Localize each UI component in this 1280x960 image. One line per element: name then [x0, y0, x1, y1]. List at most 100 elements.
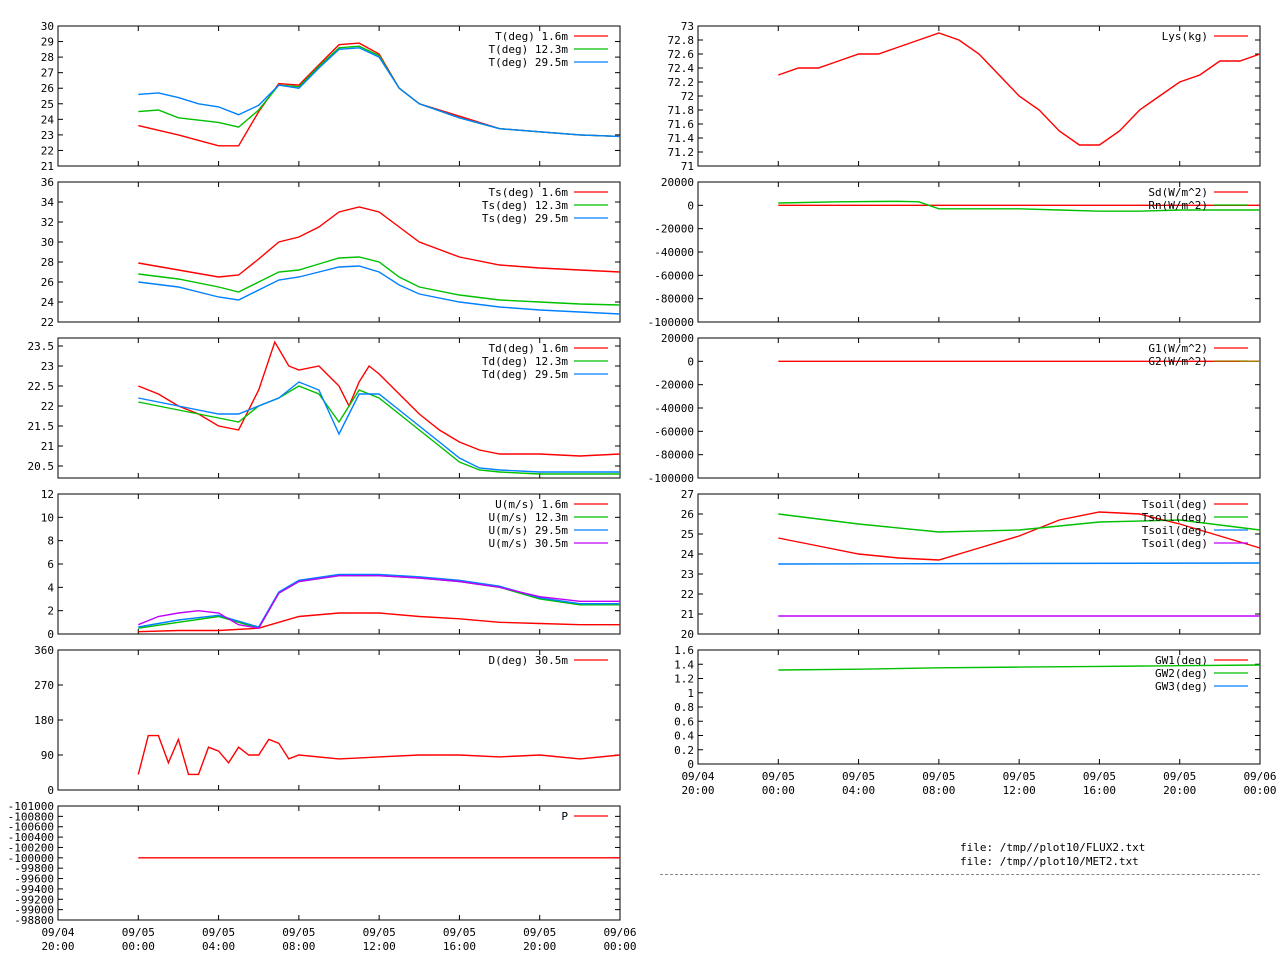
x-tick-label-date: 09/06: [1243, 770, 1276, 783]
y-tick-label: 71.4: [668, 132, 695, 145]
y-tick-label: 24: [41, 113, 55, 126]
panel-p: -101000-100800-100600-100400-100200-1000…: [8, 800, 637, 953]
x-tick-label-date: 09/05: [762, 770, 795, 783]
y-tick-label: 22.5: [28, 380, 55, 393]
y-tick-label: 0: [687, 355, 694, 368]
y-tick-label: 72.8: [668, 34, 695, 47]
plot-frame: [57, 181, 621, 323]
x-tick-label-date: 09/05: [842, 770, 875, 783]
x-tick-label-date: 09/05: [1003, 770, 1036, 783]
series-line: [138, 385, 620, 475]
legend-label: Td(deg) 12.3m: [482, 355, 568, 368]
y-tick-label: 22: [41, 400, 54, 413]
y-tick-label: 22: [41, 144, 54, 157]
series-line: [137, 734, 621, 776]
x-tick-label-time: 20:00: [681, 784, 714, 797]
x-tick-label-date: 09/05: [1083, 770, 1116, 783]
x-tick-label-time: 00:00: [762, 784, 795, 797]
y-tick-label: -99000: [14, 904, 54, 917]
y-tick-label: 90: [41, 749, 54, 762]
plot-frame: [697, 25, 1261, 167]
y-tick-label: 0: [687, 758, 694, 771]
y-tick-label: 29: [41, 36, 54, 49]
y-tick-label: 72: [681, 90, 694, 103]
y-tick-label: 6: [47, 558, 54, 571]
series-line: [138, 612, 620, 633]
y-tick-label: -60000: [654, 269, 694, 282]
y-tick-label: 26: [41, 276, 54, 289]
y-tick-label: -100600: [8, 821, 54, 834]
y-tick-label: 0.4: [674, 730, 694, 743]
series-line: [778, 200, 1260, 212]
series-line: [138, 575, 620, 629]
y-tick-label: 0.6: [674, 715, 694, 728]
y-tick-label: 1.2: [674, 673, 694, 686]
file-label-flux: file: /tmp//plot10/FLUX2.txt: [960, 841, 1146, 854]
y-tick-label: 360: [34, 644, 54, 657]
y-tick-label: 71.6: [668, 118, 695, 131]
y-tick-label: 71: [681, 160, 694, 173]
series-line: [138, 256, 621, 306]
y-tick-label: -100000: [648, 472, 694, 485]
plot-frame: [697, 493, 1261, 635]
y-tick-label: 27: [681, 488, 694, 501]
x-tick-label-time: 12:00: [1003, 784, 1036, 797]
x-tick-label-time: 20:00: [1163, 784, 1196, 797]
y-tick-label: 72.4: [668, 62, 695, 75]
y-tick-label: -99200: [14, 893, 54, 906]
series-line: [778, 32, 1261, 146]
x-tick-label-date: 09/04: [41, 926, 74, 939]
y-tick-label: 20000: [661, 332, 694, 345]
y-tick-label: 27: [41, 67, 54, 80]
legend-label: G1(W/m^2): [1148, 342, 1208, 355]
panel-u: 0 2 4 6 8 10 12 U(m/s) 1.6mU(m/s) 12.3mU(m/s) 2…: [41, 488, 621, 641]
plot-frame: [57, 649, 621, 791]
y-tick-label: -20000: [654, 223, 694, 236]
x-tick-label-time: 08:00: [282, 940, 315, 953]
legend-label: GW3(deg): [1155, 680, 1208, 693]
panel-gw: 00.20.40.60.811.21.41.609/0420:0009/0500…: [674, 644, 1276, 797]
panel-tsoil: 2021222324252627Tsoil(deg)Tsoil(deg)Tsoi…: [681, 488, 1261, 641]
x-tick-label-time: 16:00: [1083, 784, 1116, 797]
x-tick-label-time: 16:00: [443, 940, 476, 953]
y-tick-label: 34: [41, 196, 55, 209]
y-tick-label: 0: [687, 199, 694, 212]
y-tick-label: 270: [34, 679, 54, 692]
y-tick-label: 23: [681, 568, 694, 581]
panel-g: -100000 -80000 -60000 -40000 -20000 0 20000 G1(…: [648, 332, 1261, 485]
y-tick-label: 1: [687, 687, 694, 700]
y-tick-label: -100000: [8, 852, 54, 865]
y-tick-label: 4: [47, 581, 54, 594]
y-tick-label: 32: [41, 216, 54, 229]
legend-label: Rn(W/m^2): [1148, 199, 1208, 212]
x-tick-label-time: 00:00: [603, 940, 636, 953]
legend-label: Ts(deg) 12.3m: [482, 199, 568, 212]
x-tick-label-time: 20:00: [41, 940, 74, 953]
y-tick-label: 73: [681, 20, 694, 33]
y-tick-label: 180: [34, 714, 54, 727]
y-tick-label: -99600: [14, 873, 54, 886]
y-tick-label: -100200: [8, 841, 54, 854]
y-tick-label: 36: [41, 176, 54, 189]
x-tick-label-date: 09/04: [681, 770, 714, 783]
legend-label: T(deg) 12.3m: [489, 43, 569, 56]
legend-label: T(deg) 1.6m: [495, 30, 568, 43]
series-line: [778, 511, 1261, 561]
y-tick-label: -100400: [8, 831, 54, 844]
legend-label: P: [561, 810, 568, 823]
y-tick-label: 20: [681, 628, 694, 641]
x-tick-label-time: 08:00: [922, 784, 955, 797]
legend-label: Tsoil(deg): [1142, 498, 1208, 511]
y-tick-label: 26: [681, 508, 694, 521]
x-tick-label-date: 09/05: [1163, 770, 1196, 783]
x-tick-label-date: 09/05: [523, 926, 556, 939]
y-tick-label: 28: [41, 256, 54, 269]
legend-label: G2(W/m^2): [1148, 355, 1208, 368]
y-tick-label: -80000: [654, 449, 694, 462]
y-tick-label: -80000: [654, 293, 694, 306]
y-tick-label: 22: [41, 316, 54, 329]
legend-label: Td(deg) 29.5m: [482, 368, 568, 381]
y-tick-label: 72.6: [668, 48, 695, 61]
